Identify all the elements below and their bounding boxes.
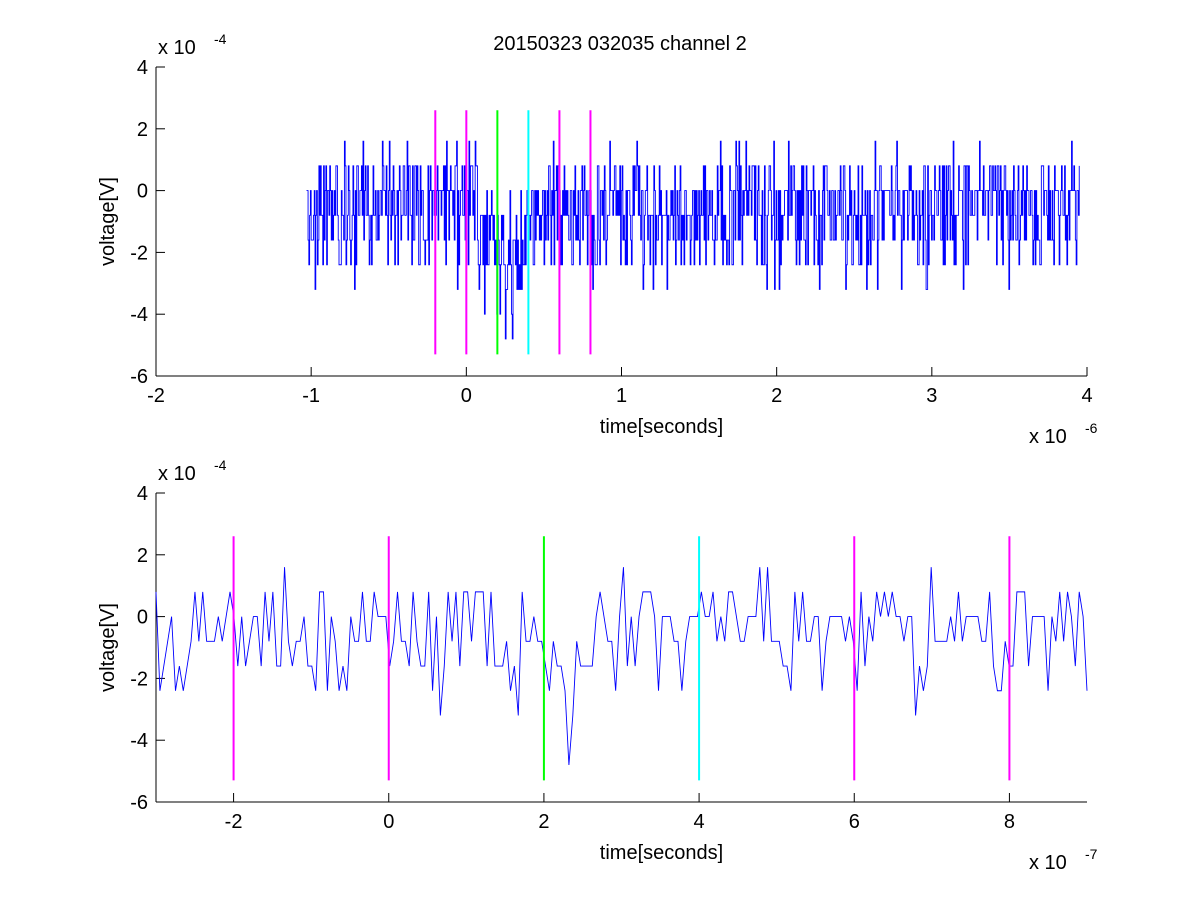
x-axis-label: time[seconds] (600, 842, 723, 864)
x-tick-label: 0 (461, 385, 472, 407)
y-exponent-power: -4 (214, 457, 227, 473)
bottom-plot: -6 -4 -2 0 2 4 -2 0 2 4 6 8 time[seconds] voltage[V] x… (97, 457, 1098, 874)
y-tick-label: -4 (130, 304, 148, 326)
x-tick-label: 2 (538, 811, 549, 833)
figure-title: 20150323 032035 channel 2 (493, 33, 747, 55)
x-exponent-label: x 10 (1029, 852, 1067, 874)
y-tick-label: 0 (137, 607, 148, 629)
x-tick-label: -1 (302, 385, 320, 407)
y-tick-label: -6 (130, 366, 148, 388)
y-tick-label: 4 (137, 57, 148, 79)
y-tick-label: 0 (137, 181, 148, 203)
x-axis-label: time[seconds] (600, 416, 723, 438)
x-tick-label: 0 (383, 811, 394, 833)
y-tick-label: -6 (130, 792, 148, 814)
x-tick-label: 3 (926, 385, 937, 407)
x-tick-label: 6 (849, 811, 860, 833)
signal-trace (306, 140, 1080, 340)
x-tick-label: -2 (147, 385, 165, 407)
y-tick-label: 4 (137, 483, 148, 505)
y-exponent-label: x 10 (158, 37, 196, 59)
x-tick-label: 2 (771, 385, 782, 407)
y-exponent-power: -4 (214, 31, 227, 47)
x-tick-label: -2 (225, 811, 243, 833)
y-tick-label: -2 (130, 668, 148, 690)
x-tick-label: 4 (694, 811, 705, 833)
y-tick-label: -2 (130, 242, 148, 264)
top-plot: -6 -4 -2 0 2 4 -2 -1 0 1 2 3 4 time[seconds] voltage[V… (97, 31, 1098, 448)
x-exponent-power: -6 (1085, 420, 1098, 436)
x-tick-label: 1 (616, 385, 627, 407)
signal-trace (155, 567, 1088, 765)
y-tick-label: 2 (137, 545, 148, 567)
x-exponent-power: -7 (1085, 846, 1098, 862)
y-tick-label: -4 (130, 730, 148, 752)
y-tick-label: 2 (137, 119, 148, 141)
y-axis-label: voltage[V] (97, 603, 119, 692)
y-exponent-label: x 10 (158, 463, 196, 485)
y-axis-label: voltage[V] (97, 177, 119, 266)
x-tick-label: 8 (1004, 811, 1015, 833)
x-exponent-label: x 10 (1029, 426, 1067, 448)
x-tick-label: 4 (1081, 385, 1092, 407)
